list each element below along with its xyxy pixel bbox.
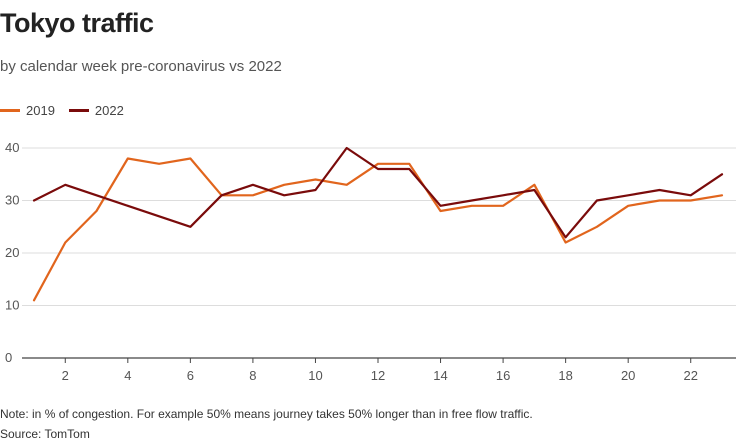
x-tick-label-22: 22 <box>683 368 697 383</box>
grid <box>22 147 736 359</box>
legend: 2019 2022 <box>0 103 138 118</box>
y-tick-label-0: 0 <box>5 350 12 365</box>
legend-item-2022: 2022 <box>68 103 124 118</box>
x-tick-label-2: 2 <box>62 368 69 383</box>
x-axis-ticks: 2 4 6 8 10 12 14 16 18 20 22 <box>62 358 698 383</box>
legend-label-2019: 2019 <box>26 103 55 118</box>
chart-subtitle: by calendar week pre-coronavirus vs 2022 <box>0 58 282 75</box>
footnote: Note: in % of congestion. For example 50… <box>0 407 533 421</box>
y-tick-label-30: 30 <box>5 193 19 208</box>
legend-swatch-2019 <box>0 109 20 112</box>
x-tick-label-12: 12 <box>371 368 385 383</box>
series-line-2019 <box>32 157 724 302</box>
y-tick-label-40: 40 <box>5 140 19 155</box>
legend-label-2022: 2022 <box>94 103 124 118</box>
line-chart: 0 10 20 30 40 2 4 6 8 10 12 14 16 18 20 22 <box>5 140 736 383</box>
chart-title: Tokyo traffic <box>0 8 154 38</box>
source-line: Source: TomTom <box>0 427 90 441</box>
x-tick-label-4: 4 <box>124 368 131 383</box>
legend-swatch-2022 <box>68 109 89 112</box>
x-tick-label-14: 14 <box>433 368 447 383</box>
y-tick-label-10: 10 <box>5 298 19 313</box>
x-tick-label-8: 8 <box>249 368 256 383</box>
x-tick-label-6: 6 <box>187 368 194 383</box>
series <box>32 146 724 302</box>
y-axis-ticks: 0 10 20 30 40 <box>5 140 19 365</box>
x-tick-label-20: 20 <box>621 368 635 383</box>
x-tick-label-16: 16 <box>496 368 510 383</box>
legend-item-2019: 2019 <box>0 103 55 118</box>
x-tick-label-18: 18 <box>558 368 572 383</box>
x-tick-label-10: 10 <box>308 368 322 383</box>
y-tick-label-20: 20 <box>5 245 19 260</box>
series-line-2022 <box>32 146 724 239</box>
